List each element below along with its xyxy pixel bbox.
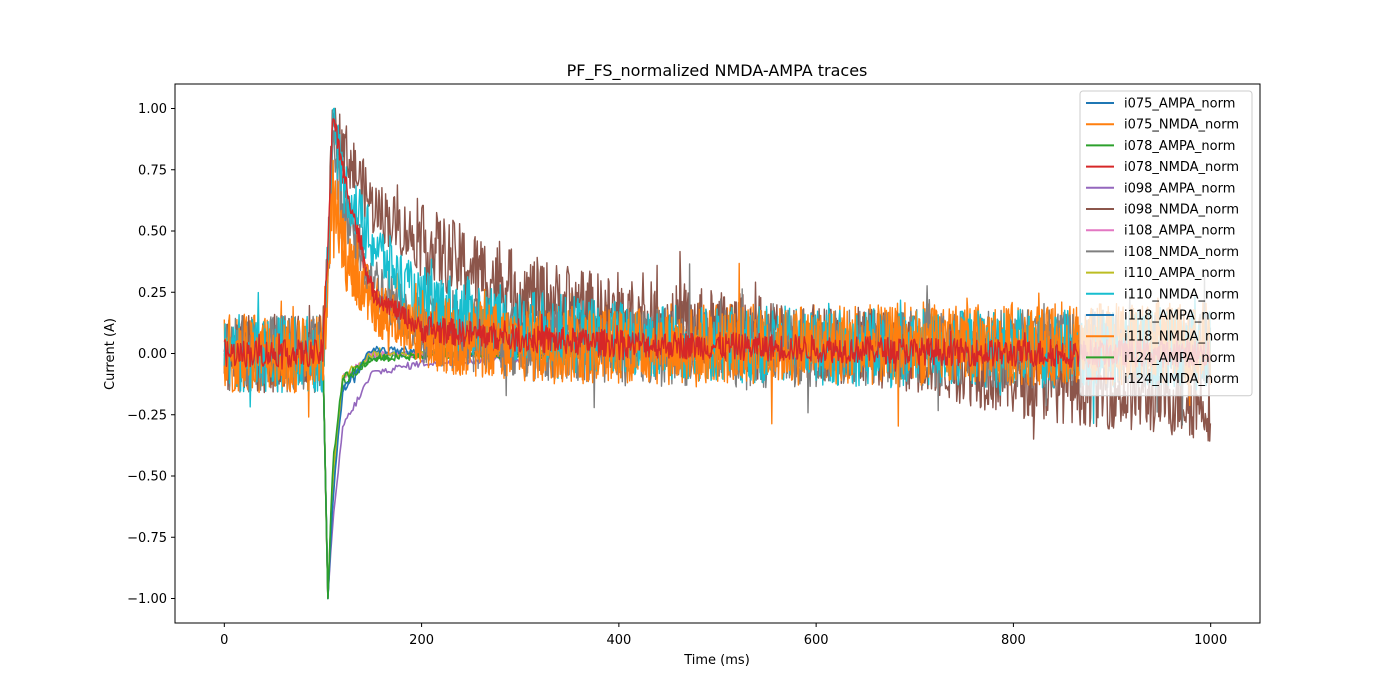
y-tick-label: −1.00 (127, 592, 167, 607)
x-tick-label: 0 (220, 633, 228, 648)
legend-label: i108_NMDA_norm (1124, 245, 1239, 260)
x-tick-label: 200 (409, 633, 434, 648)
y-tick-label: 0.00 (138, 347, 167, 362)
series-line-i124_NMDA_norm (223, 118, 1211, 372)
legend-label: i118_NMDA_norm (1124, 330, 1239, 345)
y-axis: −1.00 −0.75 −0.50 −0.25 0.00 0.25 0.50 0.75 1.00 (127, 102, 175, 607)
y-tick-label: −0.25 (127, 408, 167, 423)
legend-label: i075_AMPA_norm (1124, 97, 1235, 112)
y-tick-label: 1.00 (138, 102, 167, 117)
x-tick-label: 800 (1001, 633, 1026, 648)
legend-box (1079, 90, 1253, 397)
legend-label: i078_AMPA_norm (1124, 139, 1235, 154)
legend-label: i098_AMPA_norm (1124, 181, 1235, 196)
y-tick-label: −0.50 (127, 470, 167, 485)
legend-label: i110_NMDA_norm (1124, 287, 1239, 302)
legend-label: i075_NMDA_norm (1124, 118, 1239, 133)
y-tick-label: 0.75 (138, 163, 167, 178)
legend-label: i078_NMDA_norm (1124, 160, 1239, 175)
y-axis-label: Current (A) (103, 318, 118, 390)
legend-label: i118_AMPA_norm (1124, 309, 1235, 324)
x-tick-label: 1000 (1194, 633, 1227, 648)
legend: i075_AMPA_norm i075_NMDA_norm i078_AMPA_no… (1079, 90, 1253, 397)
legend-label: i110_AMPA_norm (1124, 266, 1235, 281)
legend-label: i124_AMPA_norm (1124, 351, 1235, 366)
legend-label: i124_NMDA_norm (1124, 372, 1239, 387)
x-axis: 0 200 400 600 800 1000 (220, 623, 1227, 648)
x-tick-label: 600 (804, 633, 829, 648)
y-tick-label: −0.75 (127, 531, 167, 546)
legend-label: i108_AMPA_norm (1124, 224, 1235, 239)
legend-label: i098_NMDA_norm (1124, 203, 1239, 218)
x-axis-label: Time (ms) (683, 653, 750, 668)
plot-traces (223, 107, 1212, 600)
y-tick-label: 0.50 (138, 225, 167, 240)
x-tick-label: 400 (606, 633, 631, 648)
chart-title: PF_FS_normalized NMDA-AMPA traces (567, 61, 868, 81)
y-tick-label: 0.25 (138, 286, 167, 301)
